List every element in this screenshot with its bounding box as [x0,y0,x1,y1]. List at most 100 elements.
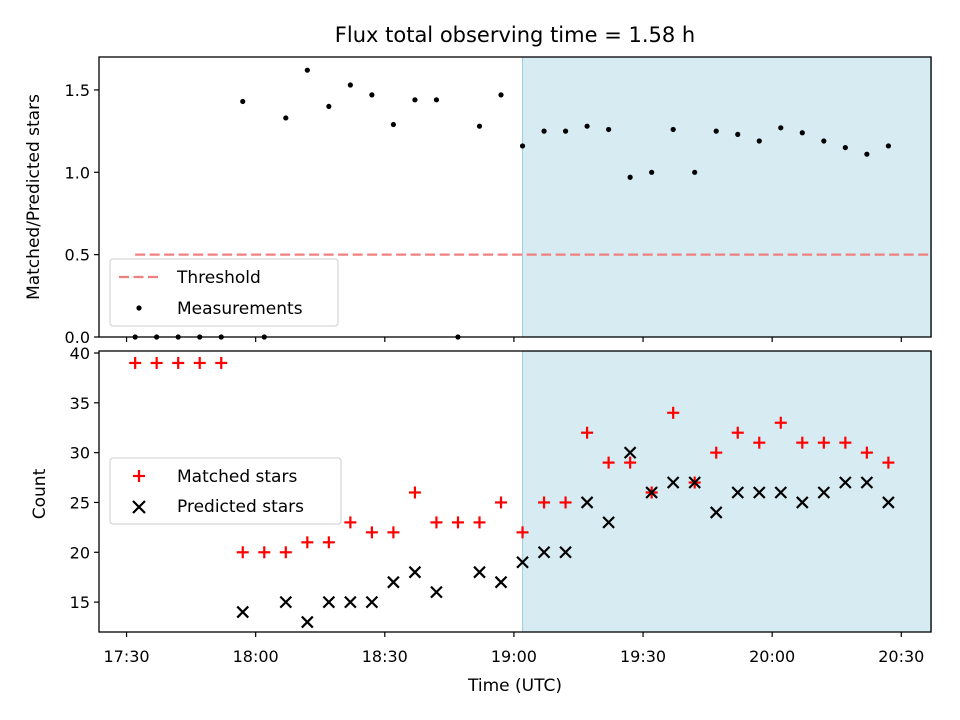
predicted-star-point [623,446,637,459]
predicted-star-point [666,476,680,489]
matched-star-point [150,356,163,369]
predicted-star-point [344,595,357,609]
y-tick-label: 30 [70,444,90,463]
top-y-axis: 0.0 0.5 1.0 1.5 [65,81,99,347]
y-tick-label: 40 [70,344,90,363]
matched-star-point [387,526,400,539]
measurement-points [132,67,891,340]
legend-predicted-label: Predicted stars [177,497,304,517]
measurement-point [606,126,612,133]
measurement-point [390,121,397,128]
predicted-star-point [387,575,400,589]
matched-star-point [365,526,378,539]
predicted-star-point [279,595,293,609]
measurement-point [627,174,633,180]
matched-star-point [193,356,206,369]
matched-star-point [581,426,594,439]
legend-threshold-label: Threshold [176,268,261,288]
legend-matched-swatch [133,470,145,482]
measurement-point [412,97,418,103]
x-tick-label: 20:30 [878,647,924,666]
legend-measurements-swatch [136,305,142,311]
measurement-point [692,169,698,175]
predicted-star-point [537,546,551,559]
matched-star-point [451,516,464,529]
top-y-axis-label: Matched/Predicted stars [24,94,44,300]
chart-title: Flux total observing time = 1.58 h [335,23,695,47]
y-tick-label: 20 [70,543,90,562]
measurement-point [842,144,848,151]
x-tick-label: 20:00 [749,647,795,666]
y-tick-label: 0.5 [65,246,90,265]
matched-star-point [172,356,185,369]
measurement-point [433,97,440,103]
legend-measurements-label: Measurements [177,299,303,319]
bottom-panel: 15 20 25 30 35 40 17:30 18:00 18:30 19:00 19:30 20… [30,344,932,696]
top-axes-frame [98,56,932,338]
predicted-star-point [882,496,895,509]
measurement-point [735,131,741,138]
top-x-axis [125,337,902,342]
x-tick-label: 18:30 [362,647,408,666]
predicted-star-point [602,516,615,529]
predicted-star-point [516,555,529,569]
matched-star-point [430,516,443,529]
y-tick-label: 1.0 [65,163,90,182]
measurement-point [649,169,655,175]
measurement-point [799,130,805,136]
measurement-point [670,126,676,133]
measurement-point [584,123,590,129]
bottom-shaded-interval [522,350,932,633]
predicted-stars-points [236,446,895,629]
matched-star-point [258,546,271,559]
x-tick-label: 19:00 [491,647,537,666]
legend-matched-label: Matched stars [177,467,297,487]
bottom-y-axis: 15 20 25 30 35 40 [70,344,99,612]
matched-star-point [322,536,335,549]
y-tick-label: 35 [70,394,90,413]
predicted-star-point [817,486,831,499]
matched-star-point [624,456,637,469]
measurement-point [369,92,375,98]
measurement-point [476,123,483,129]
matched-star-point [710,446,723,459]
x-tick-label: 18:00 [233,647,279,666]
matched-star-point [215,356,228,369]
predicted-star-point [731,486,745,499]
predicted-star-point [839,476,852,489]
top-panel: 0.0 0.5 1.0 1.5 Matched/Predicted stars Thr… [24,56,932,347]
predicted-star-point [430,585,443,599]
x-axis-label: Time (UTC) [467,676,562,696]
predicted-star-point [473,565,486,579]
y-tick-label: 1.5 [65,81,90,100]
measurement-point [347,82,353,88]
predicted-star-point [494,575,508,589]
matched-star-point [817,436,830,449]
predicted-star-point [322,595,336,609]
matched-star-point [882,456,895,469]
top-shaded-interval [522,56,932,338]
predicted-star-point [365,595,379,609]
predicted-star-point [301,615,314,629]
y-tick-label: 0.0 [65,328,90,347]
top-legend: Threshold Measurements [109,258,339,327]
matched-star-point [774,416,787,429]
matched-star-point [301,536,314,549]
measurement-point [713,128,719,134]
measurement-point [498,92,504,98]
bottom-legend-box [109,457,342,525]
measurement-point [541,128,547,134]
predicted-star-point [580,496,594,509]
matched-stars-points [129,356,895,559]
legend-predicted-swatch [132,500,146,514]
predicted-star-point [860,476,874,489]
matched-star-point [753,436,766,449]
bottom-axes-frame [98,350,932,633]
measurement-point [326,103,332,110]
matched-star-point [408,486,421,499]
predicted-star-point [688,476,701,489]
matched-star-point [495,496,508,509]
matched-star-point [129,356,142,369]
matched-star-point [279,546,292,559]
bottom-y-axis-label: Count [30,468,50,519]
